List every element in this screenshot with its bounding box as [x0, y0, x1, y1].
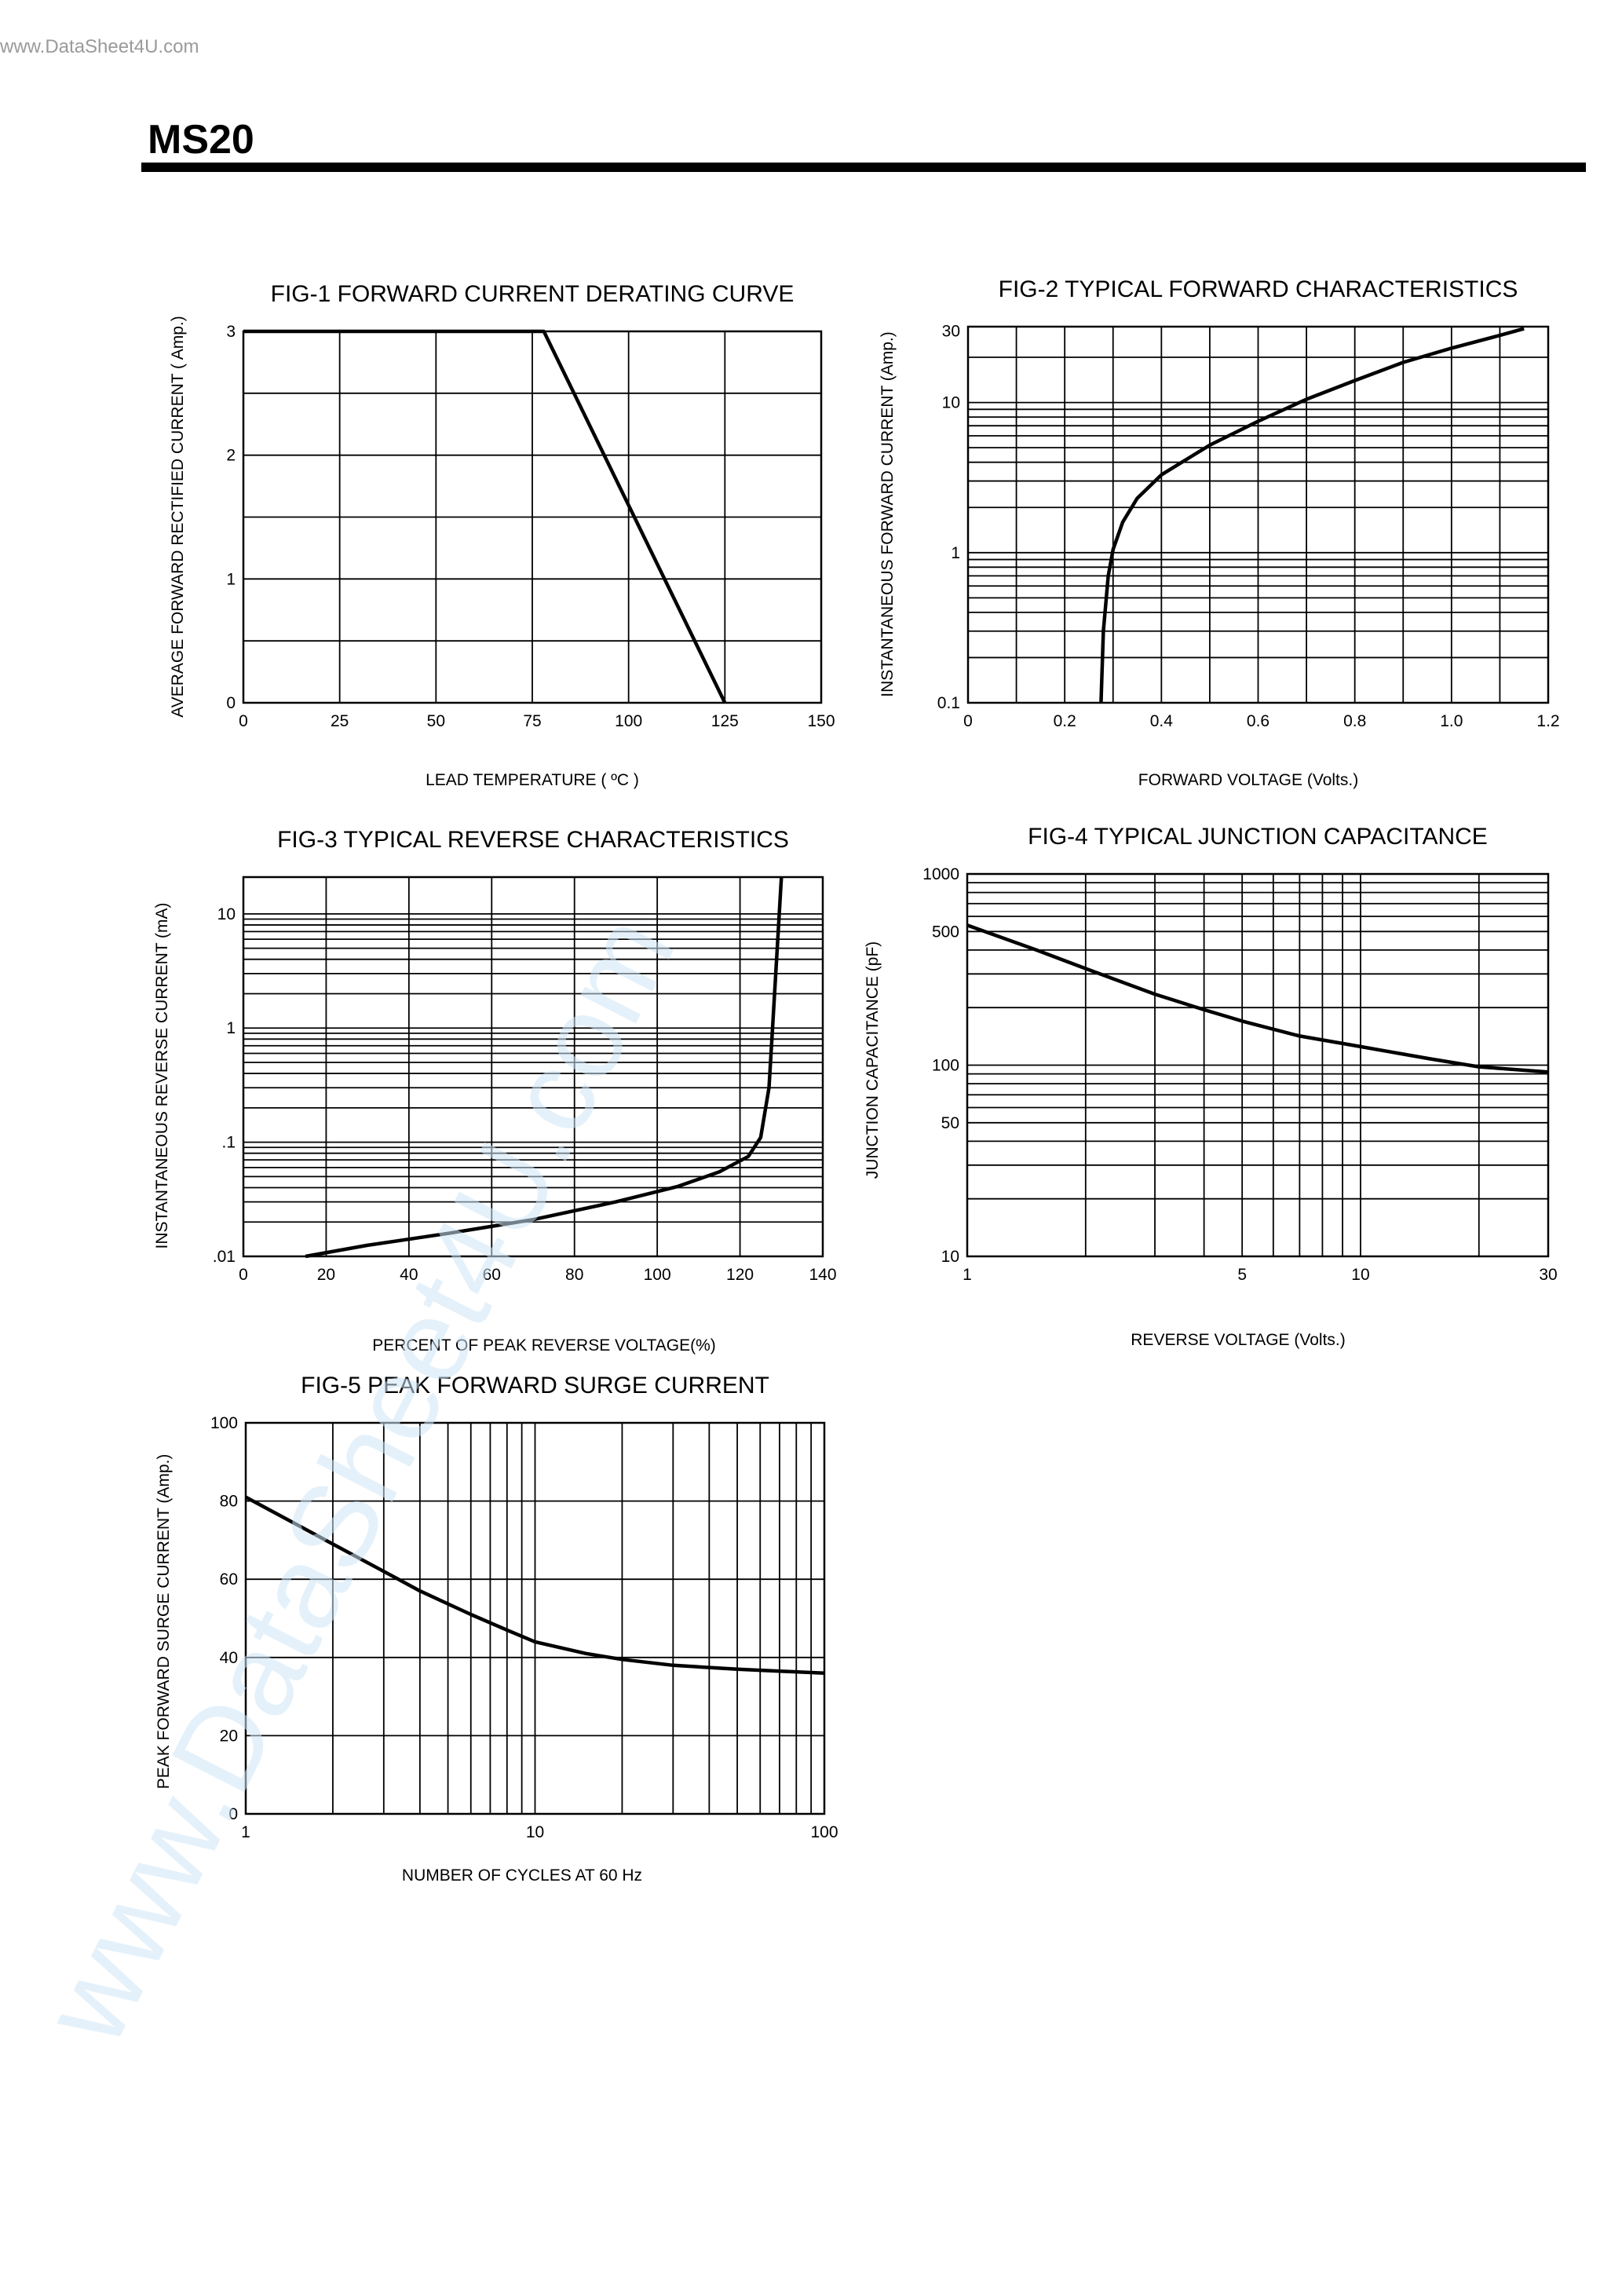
y-axis-label: AVERAGE FORWARD RECTIFIED CURRENT ( Amp.…: [169, 316, 187, 717]
x-tick-label: 1: [241, 1823, 250, 1841]
y-tick-label: 500: [932, 923, 959, 941]
x-tick-label: 100: [810, 1823, 838, 1841]
chart-title: FIG-4 TYPICAL JUNCTION CAPACITANCE: [1028, 824, 1488, 850]
y-tick-label: 50: [941, 1114, 959, 1132]
x-tick-label: 0.4: [1150, 712, 1174, 730]
x-axis-label: NUMBER OF CYCLES AT 60 Hz: [402, 1866, 642, 1885]
x-tick-label: 10: [526, 1823, 544, 1841]
plot-frame: [242, 876, 824, 1258]
fig5-group: 1 10 100 0 20 40 60 80 100 FIG-5 PEAK FORWARD SUR…: [155, 1373, 838, 1885]
header-rule: [141, 163, 1586, 172]
x-tick-label: 10: [1351, 1266, 1369, 1284]
x-tick-label: 1.0: [1440, 712, 1463, 730]
site-url: www.DataSheet4U.com: [0, 36, 199, 57]
y-tick-label: 0: [228, 1805, 238, 1823]
fig4-group: 1 5 10 30 10 50 100 500 1000 FIG-4 TYPICAL JUNCTI…: [864, 824, 1558, 1349]
series-line: [243, 329, 727, 704]
chart-title: FIG-1 FORWARD CURRENT DERATING CURVE: [271, 281, 795, 307]
x-tick-label: 1.2: [1536, 712, 1559, 730]
x-tick-label: 125: [711, 712, 739, 730]
fig2-group: 0 0.2 0.4 0.6 0.8 1.0 1.2 0.1 1 10 30 FIG-2 TYPICAL…: [879, 276, 1560, 789]
x-tick-label: 0.6: [1247, 712, 1269, 730]
y-axis-label: INSTANTANEOUS REVERSE CURRENT (mA): [153, 902, 171, 1249]
x-tick-label: 50: [427, 712, 445, 730]
x-axis-label: PERCENT OF PEAK REVERSE VOLTAGE(%): [372, 1336, 716, 1355]
x-tick-label: 140: [809, 1266, 836, 1284]
part-number-title: MS20: [148, 117, 254, 163]
x-tick-label: 40: [400, 1266, 418, 1284]
x-axis-label: FORWARD VOLTAGE (Volts.): [1138, 771, 1358, 789]
x-tick-label: 150: [807, 712, 835, 730]
y-tick-label: 1: [226, 570, 236, 588]
y-tick-label: .1: [221, 1134, 236, 1152]
y-axis-label: INSTANTANEOUS FORWARD CURRENT (Amp.): [879, 331, 897, 697]
x-tick-label: 0: [963, 712, 973, 730]
x-tick-label: 100: [644, 1266, 671, 1284]
y-tick-label: 100: [210, 1414, 238, 1432]
fig1-group: 0 25 50 75 100 125 150 0 1 2 3 FIG-1 FORWARD CURREN…: [169, 281, 835, 789]
y-tick-label: 1000: [922, 865, 959, 883]
y-tick-label: 80: [220, 1493, 238, 1511]
chart-title: FIG-5 PEAK FORWARD SURGE CURRENT: [301, 1373, 769, 1398]
x-tick-label: 1: [963, 1266, 972, 1284]
plot-frame: [244, 1421, 826, 1815]
x-tick-label: 0: [239, 712, 248, 730]
y-tick-label: 0.1: [937, 694, 960, 712]
series-line: [1099, 327, 1525, 704]
y-tick-label: 100: [932, 1057, 959, 1075]
y-tick-label: 2: [226, 447, 236, 465]
x-tick-label: 20: [317, 1266, 335, 1284]
y-tick-label: 30: [942, 322, 960, 340]
x-tick-label: 80: [565, 1266, 583, 1284]
y-tick-label: 60: [220, 1570, 238, 1589]
fig3-group: 0 20 40 60 80 100 120 140 .01 .1 1 10 FIG-3 TYPICAL …: [153, 827, 837, 1355]
x-tick-label: 100: [615, 712, 642, 730]
y-tick-label: 40: [220, 1649, 238, 1667]
y-tick-label: 3: [226, 323, 236, 341]
x-axis-label: LEAD TEMPERATURE ( ºC ): [426, 771, 639, 789]
y-tick-label: 1: [226, 1019, 236, 1037]
x-tick-label: 0: [239, 1266, 248, 1284]
plot-frame: [966, 872, 1550, 1258]
chart-title: FIG-3 TYPICAL REVERSE CHARACTERISTICS: [277, 827, 789, 853]
y-tick-label: .01: [213, 1248, 236, 1266]
x-tick-label: 0.2: [1054, 712, 1076, 730]
y-tick-label: 10: [942, 394, 960, 412]
x-tick-label: 60: [483, 1266, 501, 1284]
x-tick-label: 5: [1237, 1266, 1247, 1284]
x-axis-label: REVERSE VOLTAGE (Volts.): [1131, 1331, 1345, 1349]
chart-title: FIG-2 TYPICAL FORWARD CHARACTERISTICS: [999, 276, 1518, 302]
x-tick-label: 30: [1539, 1266, 1557, 1284]
y-axis-label: PEAK FORWARD SURGE CURRENT (Amp.): [155, 1454, 173, 1790]
series-line: [966, 923, 1549, 1074]
y-tick-label: 1: [951, 544, 960, 562]
y-axis-label: JUNCTION CAPACITANCE (pF): [864, 941, 882, 1179]
y-tick-label: 10: [941, 1248, 959, 1266]
series-line: [244, 1495, 825, 1675]
y-tick-label: 10: [217, 905, 236, 923]
x-tick-label: 75: [523, 712, 541, 730]
y-tick-label: 0: [226, 694, 236, 712]
plot-frame: [966, 325, 1550, 704]
series-line: [305, 876, 784, 1259]
x-tick-label: 120: [726, 1266, 754, 1284]
x-tick-label: 25: [331, 712, 349, 730]
y-tick-label: 20: [220, 1727, 238, 1745]
x-tick-label: 0.8: [1343, 712, 1366, 730]
